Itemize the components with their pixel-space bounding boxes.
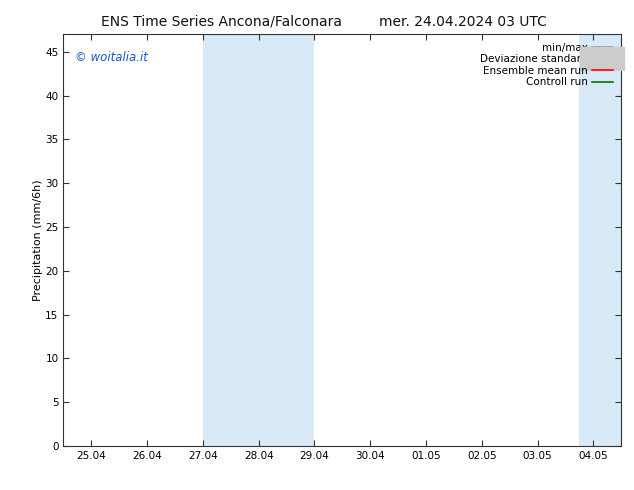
Legend: min/max, Deviazione standard, Ensemble mean run, Controll run: min/max, Deviazione standard, Ensemble m… xyxy=(477,40,616,91)
Text: © woitalia.it: © woitalia.it xyxy=(75,51,148,64)
Y-axis label: Precipitation (mm/6h): Precipitation (mm/6h) xyxy=(32,179,42,301)
Bar xyxy=(579,34,634,446)
Text: mer. 24.04.2024 03 UTC: mer. 24.04.2024 03 UTC xyxy=(379,15,547,29)
Bar xyxy=(203,34,314,446)
Text: ENS Time Series Ancona/Falconara: ENS Time Series Ancona/Falconara xyxy=(101,15,342,29)
